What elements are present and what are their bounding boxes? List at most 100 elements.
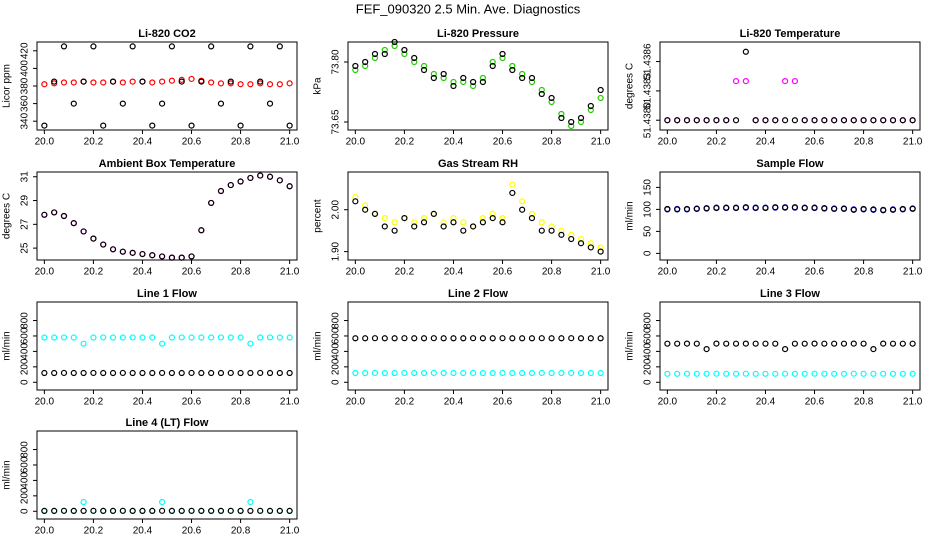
data-point xyxy=(713,204,720,212)
data-point xyxy=(577,118,585,126)
data-point xyxy=(889,206,897,213)
data-point xyxy=(742,48,749,55)
data-point xyxy=(479,335,487,342)
data-point xyxy=(752,370,759,377)
data-point xyxy=(548,94,555,102)
data-point xyxy=(821,340,828,347)
y-tick-label: 25 xyxy=(20,242,31,254)
data-point xyxy=(149,252,156,259)
data-point xyxy=(411,369,418,377)
data-point xyxy=(178,334,185,341)
data-point xyxy=(742,204,749,211)
data-point xyxy=(217,369,225,377)
data-point xyxy=(188,75,195,83)
x-tick-label: 20.0 xyxy=(35,397,55,408)
data-point xyxy=(732,78,740,85)
y-tick-label: 0 xyxy=(20,508,31,514)
data-point xyxy=(880,117,887,124)
data-point xyxy=(821,205,828,212)
data-point xyxy=(60,334,68,341)
data-point xyxy=(188,334,195,341)
data-point xyxy=(538,369,545,377)
data-point xyxy=(479,78,487,86)
panel-title: Line 2 Flow xyxy=(448,288,508,300)
data-point xyxy=(158,507,166,514)
data-point xyxy=(732,204,740,212)
y-tick-label: 600 xyxy=(331,327,342,344)
data-point xyxy=(430,70,437,78)
x-tick-label: 20.4 xyxy=(133,267,153,278)
x-tick-label: 21.0 xyxy=(280,267,300,278)
plot-frame xyxy=(36,430,298,520)
data-point xyxy=(781,345,789,353)
x-tick-label: 20.6 xyxy=(182,137,202,148)
data-point xyxy=(217,80,225,87)
data-point xyxy=(90,79,97,86)
data-point xyxy=(538,227,545,234)
data-point xyxy=(577,335,585,342)
x-tick-label: 20.2 xyxy=(395,397,415,408)
data-point xyxy=(381,46,388,54)
data-point xyxy=(247,43,254,50)
data-point xyxy=(178,78,185,85)
y-axis-label: Licor ppm xyxy=(2,64,13,108)
data-point xyxy=(109,369,117,377)
data-point xyxy=(371,210,379,218)
x-tick-label: 20.8 xyxy=(854,267,874,278)
y-axis-label: ml/min xyxy=(313,331,324,360)
data-point xyxy=(703,117,710,124)
data-point xyxy=(257,172,264,179)
data-point xyxy=(450,214,457,222)
data-point xyxy=(362,62,369,70)
data-point xyxy=(237,334,244,341)
y-axis-label: ml/min xyxy=(2,460,13,489)
data-point xyxy=(420,66,428,74)
data-point xyxy=(371,335,379,342)
data-point xyxy=(100,334,107,341)
x-tick-label: 21.0 xyxy=(591,137,611,148)
data-point xyxy=(286,80,293,87)
data-point xyxy=(752,117,759,124)
data-point xyxy=(781,370,789,377)
x-tick-label: 20.2 xyxy=(707,397,727,408)
data-point xyxy=(149,507,156,514)
y-tick-label: 0 xyxy=(20,379,31,385)
data-point xyxy=(499,219,506,226)
data-point xyxy=(499,369,506,377)
data-point xyxy=(889,370,897,377)
data-point xyxy=(909,340,916,347)
data-point xyxy=(401,335,408,342)
data-point xyxy=(558,110,565,118)
data-point xyxy=(188,507,195,514)
data-point xyxy=(168,507,176,514)
data-point xyxy=(352,62,359,70)
x-tick-label: 20.6 xyxy=(805,397,825,408)
data-point xyxy=(227,181,234,189)
data-point xyxy=(723,370,730,377)
data-point xyxy=(60,43,68,50)
panel-title: Gas Stream RH xyxy=(438,158,518,170)
data-point xyxy=(168,77,176,84)
data-point xyxy=(411,223,418,230)
data-point xyxy=(674,340,681,347)
data-point xyxy=(558,231,565,238)
data-point xyxy=(381,223,388,230)
data-point xyxy=(850,206,857,213)
data-point xyxy=(257,78,264,85)
x-tick-label: 20.6 xyxy=(182,526,202,537)
data-point xyxy=(420,219,428,226)
data-point xyxy=(381,335,388,342)
data-point xyxy=(208,43,215,50)
data-point xyxy=(129,334,136,341)
data-point xyxy=(469,369,477,377)
data-point xyxy=(266,334,274,341)
figure-title: FEF_090320 2.5 Min. Ave. Diagnostics xyxy=(356,1,581,16)
data-point xyxy=(430,335,437,342)
data-point xyxy=(791,204,799,211)
data-point xyxy=(460,78,467,86)
x-tick-label: 20.0 xyxy=(346,267,366,278)
data-point xyxy=(870,370,877,377)
data-point xyxy=(509,335,516,342)
data-point xyxy=(247,340,254,347)
data-point xyxy=(489,335,496,342)
